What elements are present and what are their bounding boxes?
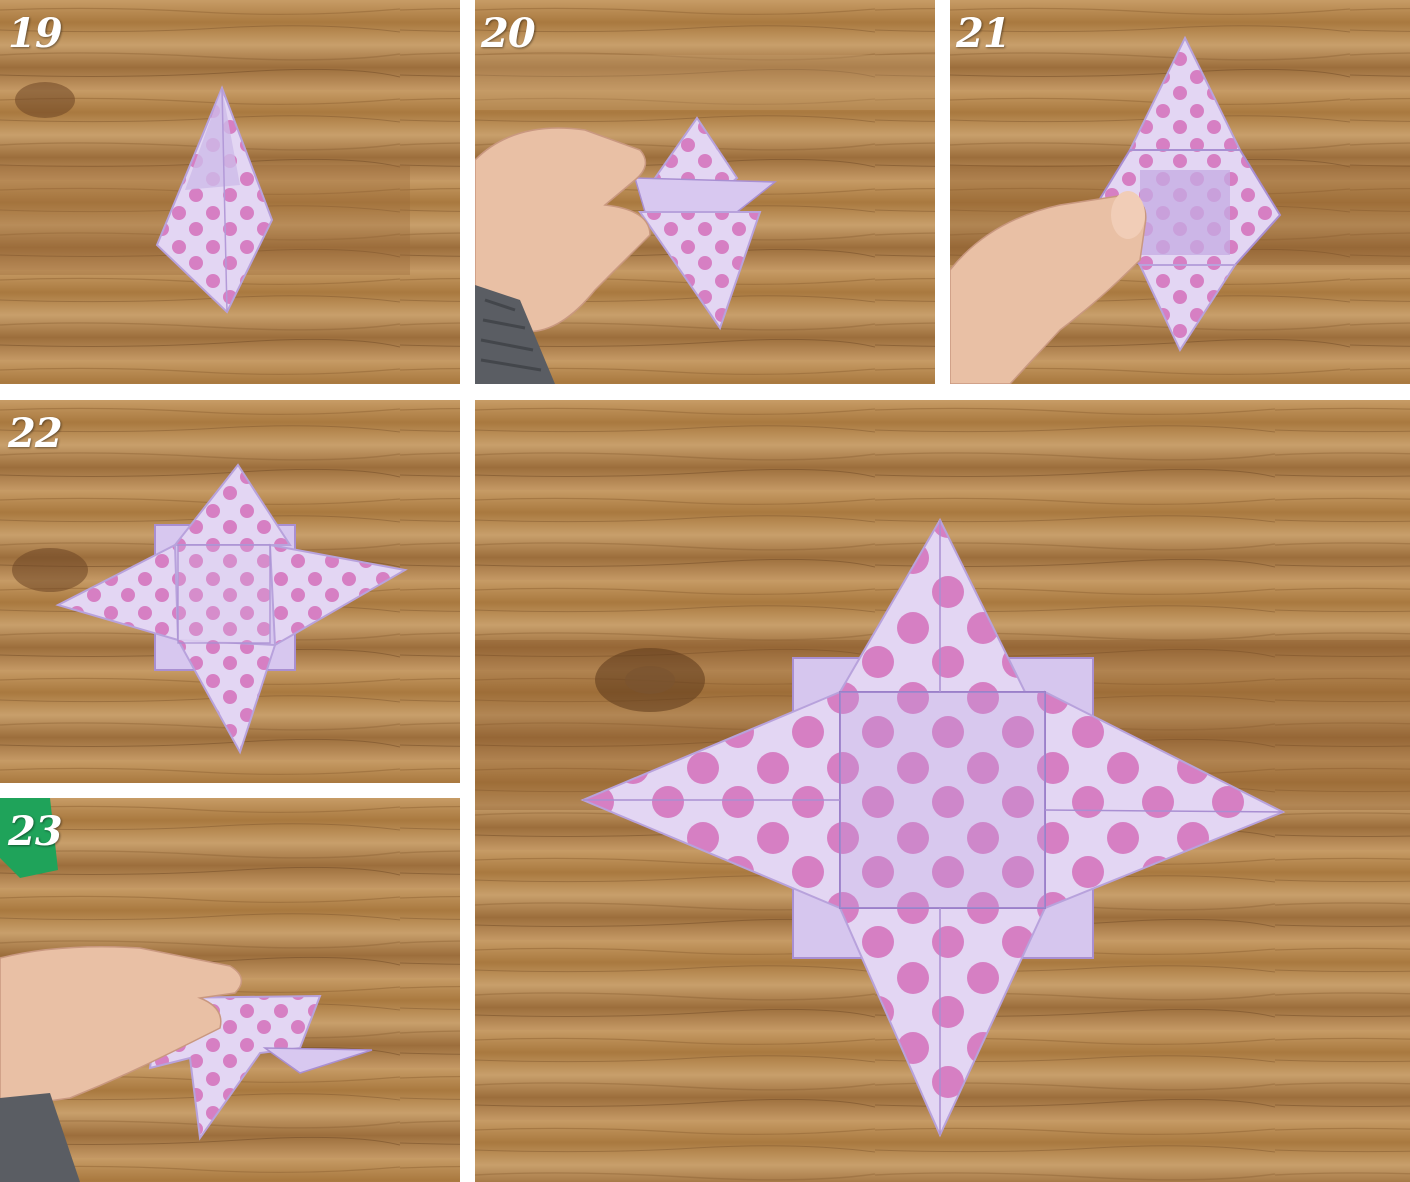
step-23-photo: 23 bbox=[0, 798, 460, 1182]
step-22-photo: 22 bbox=[0, 400, 460, 783]
step-21-illustration bbox=[950, 0, 1410, 384]
step-number: 19 bbox=[8, 10, 63, 57]
green-object bbox=[0, 798, 58, 878]
step-23-illustration bbox=[0, 798, 460, 1182]
final-box-photo bbox=[475, 400, 1410, 1182]
step-20-photo: 20 bbox=[475, 0, 935, 384]
final-box-illustration bbox=[475, 400, 1410, 1182]
step-19-illustration bbox=[0, 0, 460, 384]
step-21-photo: 21 bbox=[950, 0, 1410, 384]
step-number: 22 bbox=[8, 410, 63, 457]
step-number: 20 bbox=[481, 10, 536, 57]
step-number: 23 bbox=[8, 808, 63, 855]
step-19-photo: 19 bbox=[0, 0, 460, 384]
step-number: 21 bbox=[956, 10, 1011, 57]
step-20-illustration bbox=[475, 0, 935, 384]
step-22-illustration bbox=[0, 400, 460, 783]
